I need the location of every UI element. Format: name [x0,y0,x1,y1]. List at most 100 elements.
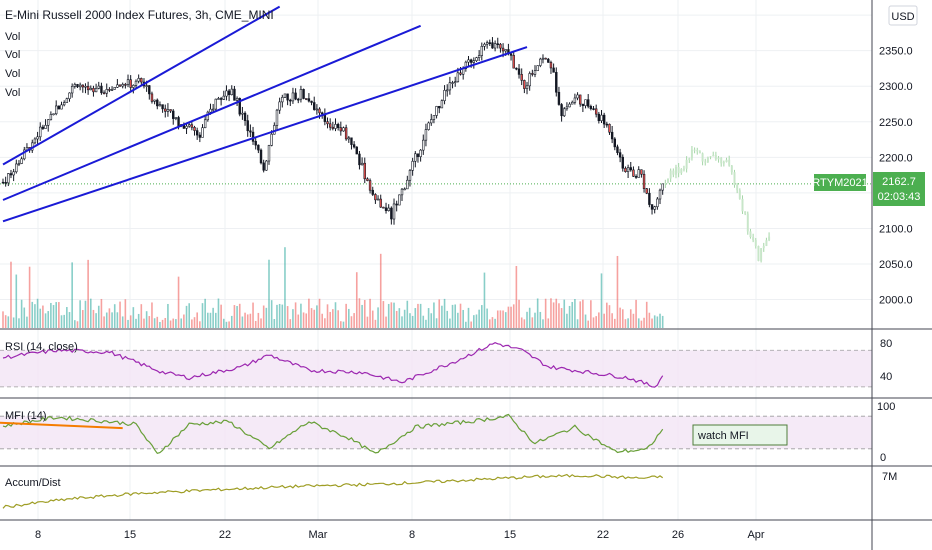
volume-bar [592,317,595,328]
projection-body [669,170,672,179]
volume-bar [228,321,230,328]
candle-body [153,99,156,102]
volume-bar [496,310,499,328]
volume-bar [252,302,254,328]
projection-body [688,158,691,160]
candle-body [105,89,108,94]
candle-body [549,62,553,69]
volume-bar [97,305,100,328]
candle-body [430,119,433,124]
candle-body [148,85,151,95]
projection-body [690,149,693,159]
volume-bar [74,320,76,328]
candle-body [560,104,563,117]
volume-bar [465,321,467,328]
projection-body [685,159,688,169]
candle-body [102,92,106,95]
candle-body [416,153,420,157]
volume-bar [111,312,113,328]
volume-bar [199,321,201,328]
candle-body [267,145,271,162]
candle-body [201,127,204,138]
time-tick: 26 [672,529,684,541]
currency-button[interactable]: USD [888,5,918,26]
candle-body [275,109,279,126]
volume-bar [143,318,145,328]
candle-body [528,73,531,87]
volume-bar [656,316,659,328]
volume-bar [196,312,198,328]
volume-bar [379,253,382,328]
volume-bar [377,307,379,328]
candle-body [366,178,369,181]
candle-body [92,87,95,93]
candle-body [440,100,444,109]
volume-bar [63,314,65,328]
candle-body [118,84,122,87]
volume-bar [289,319,292,328]
volume-bar [329,311,331,328]
volume-bar [268,259,270,328]
projection-body [720,157,723,164]
volume-bar [473,315,475,328]
candle-body [129,79,132,88]
volume-bar [430,313,433,328]
candle-body [289,99,292,102]
projection-body [736,185,739,191]
volume-bar [457,312,459,328]
candle-body [278,101,281,111]
volume-bar [560,308,563,328]
candle-body [605,123,609,126]
last-price-value: 2162.7 [882,176,916,188]
candle-body [262,162,265,171]
volume-bar [552,302,555,328]
volume-bar [582,299,584,328]
channel-line [2,24,422,201]
volume-bar [462,309,464,328]
volume-bar [587,320,589,328]
candle-body [406,179,409,190]
projection-body [701,153,704,162]
candle-body [307,98,311,102]
projection-body [664,183,667,185]
candle-body [108,89,111,91]
ad-line [2,473,664,509]
volume-bar [305,313,308,328]
volume-bar [215,312,217,328]
volume-bar [621,309,624,328]
candle-body [480,46,483,56]
volume-bar [225,321,228,328]
candle-body [459,72,462,75]
candle-body [629,167,632,171]
projection-body [680,169,683,174]
volume-bar [164,317,167,328]
candle-body [448,82,452,91]
volume-bar [265,307,268,328]
volume-bar [358,298,361,328]
volume-bar [395,310,398,328]
volume-bar [188,303,190,328]
volume-bar [82,310,84,328]
candle-body [225,90,228,97]
note-text: watch MFI [697,430,749,442]
volume-bar [595,316,597,328]
volume-bar [566,313,568,328]
time-tick: Apr [747,529,764,541]
candle-body [613,138,617,148]
watch-mfi-note[interactable]: watch MFI [692,424,788,446]
price-tick: 2100.0 [879,223,913,235]
candle-body [374,194,377,201]
volume-bar [175,319,177,328]
volume-bar [318,298,321,328]
volume-bar [481,305,483,328]
candle-body [336,124,340,128]
candle-body [650,204,654,210]
candle-body [432,115,436,120]
candle-body [270,133,273,146]
volume-bar [127,319,129,328]
volume-bar [44,313,47,328]
volume-bar [512,304,515,328]
candle-body [456,72,460,83]
volume-bar [36,298,39,328]
volume-bar [467,307,470,328]
